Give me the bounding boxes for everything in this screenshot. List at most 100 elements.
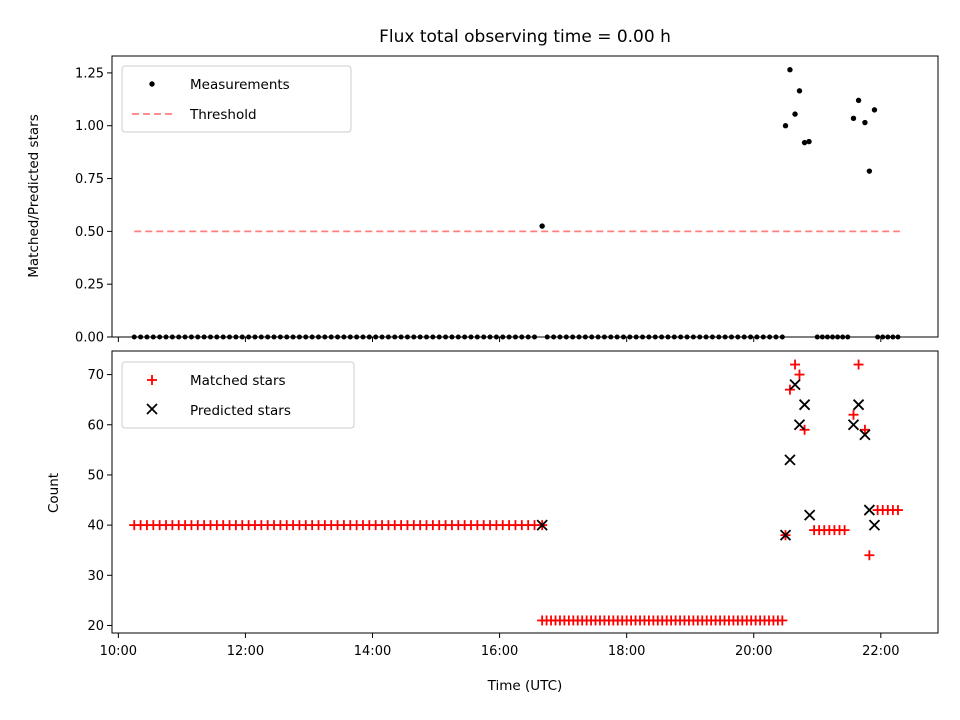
measurement-point: [840, 334, 846, 340]
measurement-point: [277, 334, 283, 340]
predicted-star-point: [793, 419, 806, 431]
measurement-point: [316, 334, 321, 340]
predicted-star-point: [852, 399, 865, 411]
top-y-tick-label: 1.25: [75, 66, 104, 81]
measurement-point: [284, 334, 290, 340]
bottom-x-tick-label: 14:00: [354, 644, 391, 659]
measurement-point: [157, 334, 163, 340]
measurement-point: [532, 334, 538, 340]
measurement-point: [539, 223, 545, 229]
measurement-point: [576, 334, 582, 340]
bottom-y-tick-label: 70: [87, 368, 104, 383]
measurement-point: [265, 334, 271, 340]
matched-star-point: [794, 369, 805, 380]
measurement-point: [379, 334, 385, 340]
measurement-point: [754, 334, 760, 340]
measurement-point: [729, 334, 734, 340]
measurement-point: [500, 334, 506, 340]
measurement-point: [404, 334, 410, 340]
measurement-points: [131, 67, 901, 340]
measurement-point: [589, 334, 595, 340]
legend-label-threshold: Threshold: [189, 107, 257, 123]
bottom-x-ticks: 10:00 12:00 14:00 16:00 18:00 20:00 22:00: [100, 633, 900, 659]
predicted-star-point: [779, 529, 792, 541]
measurement-point: [773, 334, 779, 340]
matched-star-point: [853, 359, 864, 370]
measurement-point: [138, 334, 144, 340]
measurement-point: [150, 334, 156, 340]
measurement-point: [322, 334, 328, 340]
measurement-point: [703, 334, 709, 340]
measurement-point: [819, 334, 825, 340]
measurement-point: [880, 334, 886, 340]
measurement-point: [246, 334, 252, 340]
measurement-point: [787, 67, 793, 73]
measurement-point: [424, 334, 430, 340]
measurement-point: [796, 88, 803, 94]
measurement-point: [671, 334, 677, 340]
measurement-point: [392, 334, 398, 340]
measurement-point: [627, 334, 633, 340]
measurement-point: [620, 334, 626, 340]
measurement-point: [347, 334, 353, 340]
measurement-point: [462, 334, 468, 340]
top-y-tick-label: 1.00: [75, 119, 104, 134]
measurement-point: [697, 334, 703, 340]
measurement-point: [252, 334, 258, 340]
bottom-y-ticks: 20 30 40 50 60 70: [87, 368, 112, 634]
measurement-point: [493, 334, 499, 340]
measurement-point: [271, 334, 277, 340]
legend-marker-matched: [147, 375, 157, 385]
measurement-point: [544, 334, 550, 340]
measurement-point: [220, 334, 226, 340]
measurement-point: [716, 334, 722, 340]
measurement-point: [875, 334, 881, 340]
measurement-point: [519, 334, 525, 340]
measurement-point: [449, 334, 455, 340]
measurement-point: [792, 111, 798, 117]
measurement-point: [814, 334, 820, 340]
measurement-point: [551, 334, 557, 340]
measurement-point: [506, 334, 512, 340]
measurement-point: [163, 334, 169, 340]
measurement-point: [845, 334, 851, 340]
matched-star-point: [848, 409, 859, 420]
measurement-point: [468, 334, 474, 340]
measurement-point: [862, 119, 868, 126]
measurement-point: [767, 334, 773, 340]
measurement-point: [227, 334, 233, 340]
bottom-x-tick-label: 16:00: [481, 644, 518, 659]
bottom-legend-box: [121, 361, 355, 429]
predicted-star-point: [798, 399, 811, 411]
measurement-point: [290, 334, 296, 340]
measurement-point: [296, 334, 302, 340]
predicted-star-point: [789, 378, 801, 391]
legend-marker-predicted: [146, 403, 158, 415]
top-y-tick-label: 0.25: [75, 278, 104, 293]
top-legend: Measurements Threshold: [121, 65, 352, 133]
measurement-point: [806, 138, 812, 145]
measurement-point: [354, 334, 360, 340]
measurement-point: [557, 334, 563, 340]
measurement-point: [665, 334, 671, 340]
measurement-point: [239, 334, 245, 340]
measurement-point: [782, 123, 789, 129]
measurement-point: [652, 334, 658, 340]
top-y-tick-label: 0.00: [75, 331, 104, 346]
measurement-point: [866, 168, 873, 174]
measurement-point: [233, 334, 239, 340]
measurement-point: [614, 334, 620, 340]
bottom-x-tick-label: 22:00: [862, 644, 899, 659]
top-legend-box: [121, 65, 352, 133]
measurement-point: [595, 334, 601, 340]
measurement-point: [646, 334, 652, 340]
measurement-point: [258, 334, 264, 340]
measurement-point: [303, 334, 309, 340]
top-y-tick-label: 0.50: [75, 225, 104, 240]
predicted-star-point: [847, 419, 860, 431]
matched-star-point: [790, 359, 801, 370]
bottom-y-tick-label: 30: [87, 569, 104, 584]
measurement-point: [760, 334, 766, 340]
measurement-point: [608, 334, 614, 340]
measurement-point: [525, 334, 531, 340]
